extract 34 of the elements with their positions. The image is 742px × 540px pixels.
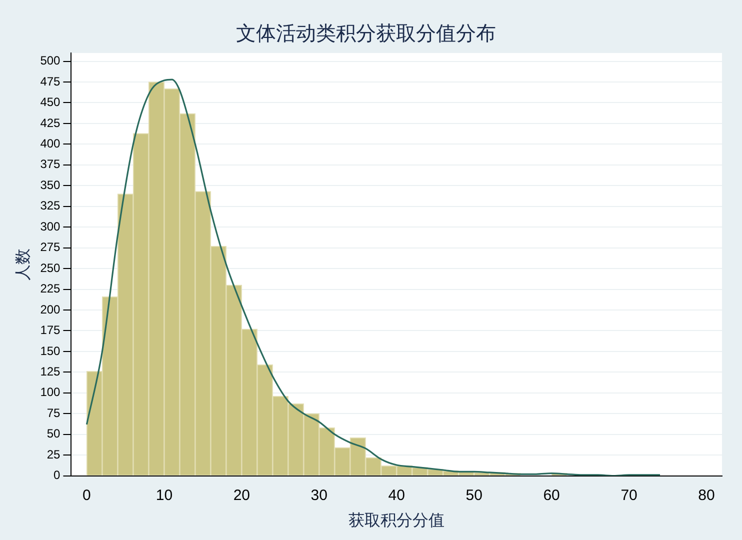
- y-tick-label: 75: [46, 406, 61, 420]
- y-tick-label: 100: [40, 385, 61, 400]
- x-tick-label: 30: [310, 486, 328, 504]
- y-tick-label: 175: [40, 323, 61, 338]
- y-tick-label: 125: [40, 364, 61, 378]
- y-tick-label: 250: [40, 260, 61, 275]
- y-tick-label: 475: [40, 74, 61, 88]
- y-tick-label: 450: [40, 95, 61, 110]
- y-tick-label: 500: [40, 54, 61, 68]
- x-tick-label: 20: [233, 486, 250, 504]
- y-tick-label: 225: [40, 282, 61, 296]
- y-tick-label: 50: [46, 426, 61, 441]
- x-tick-label: 70: [620, 486, 638, 504]
- y-tick-label: 325: [40, 198, 61, 213]
- y-tick-label: 0: [54, 468, 61, 482]
- x-tick-label: 50: [466, 486, 482, 504]
- y-tick-label: 150: [40, 344, 61, 358]
- x-tick-label: 0: [82, 486, 91, 504]
- x-tick-label: 80: [698, 486, 715, 504]
- y-tick-label: 375: [40, 157, 61, 172]
- y-tick-label: 25: [46, 447, 61, 462]
- y-tick-label: 275: [40, 240, 61, 254]
- y-tick-label: 350: [40, 178, 61, 192]
- chart-title: 文体活动类积分获取分值分布: [236, 21, 496, 46]
- line-series: [86, 78, 661, 476]
- x-tick-label: 40: [388, 486, 405, 504]
- y-axis-title: 人数: [12, 248, 32, 280]
- y-tick-label: 425: [40, 116, 61, 130]
- y-tick-label: 300: [40, 219, 61, 234]
- x-axis-title: 获取积分分值: [348, 510, 445, 530]
- y-tick-label: 200: [40, 302, 61, 316]
- x-tick-label: 60: [543, 486, 560, 504]
- y-tick-label: 400: [40, 136, 61, 151]
- x-tick-label: 10: [156, 486, 173, 504]
